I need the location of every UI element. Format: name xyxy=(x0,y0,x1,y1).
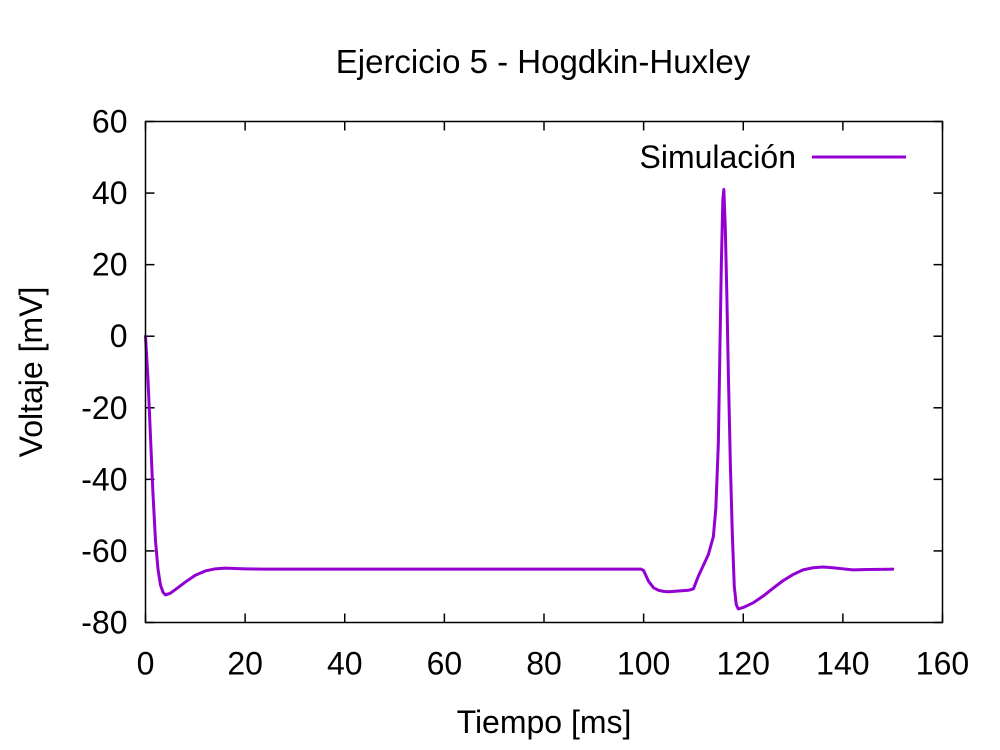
x-axis-label: Tiempo [ms] xyxy=(457,704,632,740)
series-line xyxy=(144,187,895,611)
y-tick-label: -20 xyxy=(81,390,127,426)
chart-title: Ejercicio 5 - Hogdkin-Huxley xyxy=(336,43,751,80)
x-tick-label: 160 xyxy=(916,646,969,682)
ticks: 0 20 40 60 80 100 120 140 160 -80 -60 -40 -20 0 20 40 60 xyxy=(81,104,969,682)
y-tick-label: 0 xyxy=(110,318,128,354)
x-tick-label: 0 xyxy=(137,646,155,682)
plot-frame xyxy=(144,120,944,624)
x-tick-label: 140 xyxy=(816,646,869,682)
x-tick-label: 120 xyxy=(717,646,770,682)
y-tick-label: 40 xyxy=(92,175,128,211)
x-tick-label: 100 xyxy=(617,646,670,682)
y-tick-label: -40 xyxy=(81,461,127,497)
y-tick-label: 60 xyxy=(92,104,128,140)
legend: Simulación xyxy=(639,139,906,175)
y-tick-label: -60 xyxy=(81,533,127,569)
plot-series xyxy=(144,187,895,611)
x-tick-label: 20 xyxy=(227,646,263,682)
x-tick-label: 80 xyxy=(526,646,562,682)
legend-label: Simulación xyxy=(639,139,796,175)
x-tick-label: 60 xyxy=(427,646,463,682)
y-tick-label: -80 xyxy=(81,605,127,641)
x-tick-label: 40 xyxy=(327,646,363,682)
y-tick-label: 20 xyxy=(92,247,128,283)
y-axis-label: Voltaje [mV] xyxy=(13,287,49,458)
